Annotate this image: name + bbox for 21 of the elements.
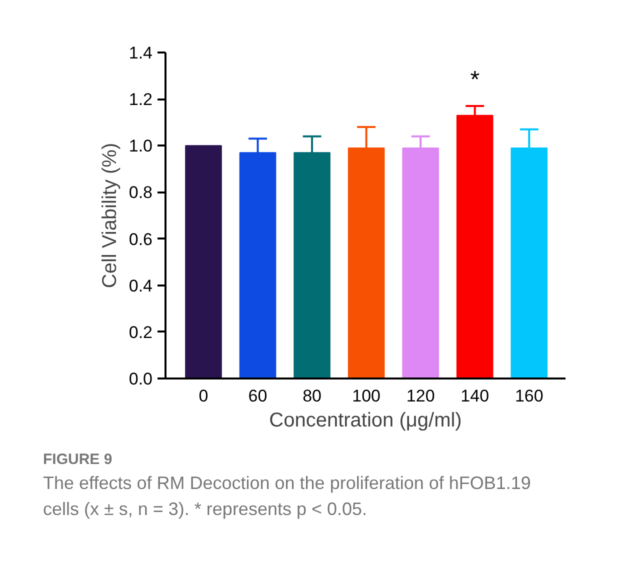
text: FIGURE 9 [43, 450, 114, 470]
y-axis-title: Cell Viability (%) [98, 142, 121, 288]
y-tick-label: 0.0 [128, 370, 153, 388]
x-tick-label: 0 [198, 386, 208, 406]
x-axis-title: Concentration (μg/ml) [269, 410, 462, 432]
x-tick-label: 60 [248, 386, 268, 406]
y-tick-label: 0.6 [128, 230, 153, 249]
x-tick-label: 80 [302, 386, 322, 406]
y-tick-label: 1.0 [128, 136, 153, 156]
bar [185, 145, 222, 378]
x-tick-label: 160 [514, 386, 544, 406]
x-tick-label: 140 [460, 386, 490, 406]
y-tick-label: 0.8 [128, 183, 153, 202]
y-tick-label: 0.4 [128, 276, 153, 296]
y-tick-label: 0.2 [128, 322, 153, 342]
y-tick-label: 1.4 [128, 44, 153, 62]
y-tick-label: 1.2 [128, 90, 153, 110]
x-tick-label: 120 [406, 386, 435, 406]
annotation: * [470, 66, 480, 94]
x-tick-label: 100 [352, 386, 381, 406]
text: The effects of RM Decoction on the proliferation of hFOB1.19 cells (x ± s, n = 3). * represents p < 0.05. [43, 472, 532, 522]
